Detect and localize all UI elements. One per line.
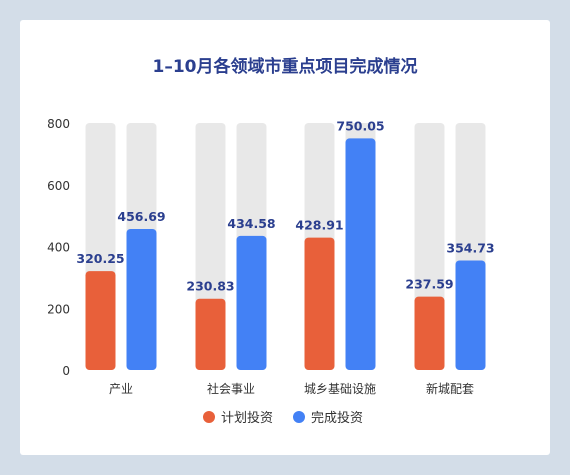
bar-planned [414, 296, 445, 370]
y-tick-label: 800 [47, 117, 70, 131]
legend-marker [203, 411, 215, 423]
y-tick-label: 600 [47, 179, 70, 193]
bar-planned [85, 271, 116, 370]
data-label: 230.83 [186, 279, 234, 294]
bar-planned [195, 298, 226, 370]
x-category-label: 新城配套 [426, 381, 474, 396]
data-label: 434.58 [227, 216, 275, 231]
bar-chart: 0 200 400 600 800 320.25 456.69 产业 230.83 434.58 社… [47, 117, 495, 426]
data-label: 320.25 [76, 251, 124, 266]
data-label: 428.91 [295, 218, 343, 233]
bar-completed [345, 138, 376, 370]
data-label: 456.69 [117, 209, 165, 224]
bar-completed [126, 228, 157, 370]
legend-label: 完成投资 [311, 410, 363, 426]
data-label: 237.59 [405, 277, 453, 292]
bar-completed [455, 260, 486, 370]
x-category-label: 产业 [109, 382, 133, 396]
y-tick-label: 0 [62, 364, 70, 378]
y-tick-label: 200 [47, 302, 70, 316]
legend-marker [293, 411, 305, 423]
data-label: 750.05 [336, 118, 384, 133]
data-label: 354.73 [446, 240, 494, 255]
bar-planned [304, 237, 335, 370]
x-category-label: 社会事业 [207, 381, 255, 396]
bar-completed [236, 235, 267, 370]
x-category-label: 城乡基础设施 [304, 382, 376, 396]
chart-card: 1–10月各领域市重点项目完成情况 0 200 400 600 800 320.25 456… [20, 20, 550, 455]
y-tick-label: 400 [47, 241, 70, 255]
legend-label: 计划投资 [221, 410, 273, 426]
chart-title: 1–10月各领域市重点项目完成情况 [152, 57, 418, 77]
